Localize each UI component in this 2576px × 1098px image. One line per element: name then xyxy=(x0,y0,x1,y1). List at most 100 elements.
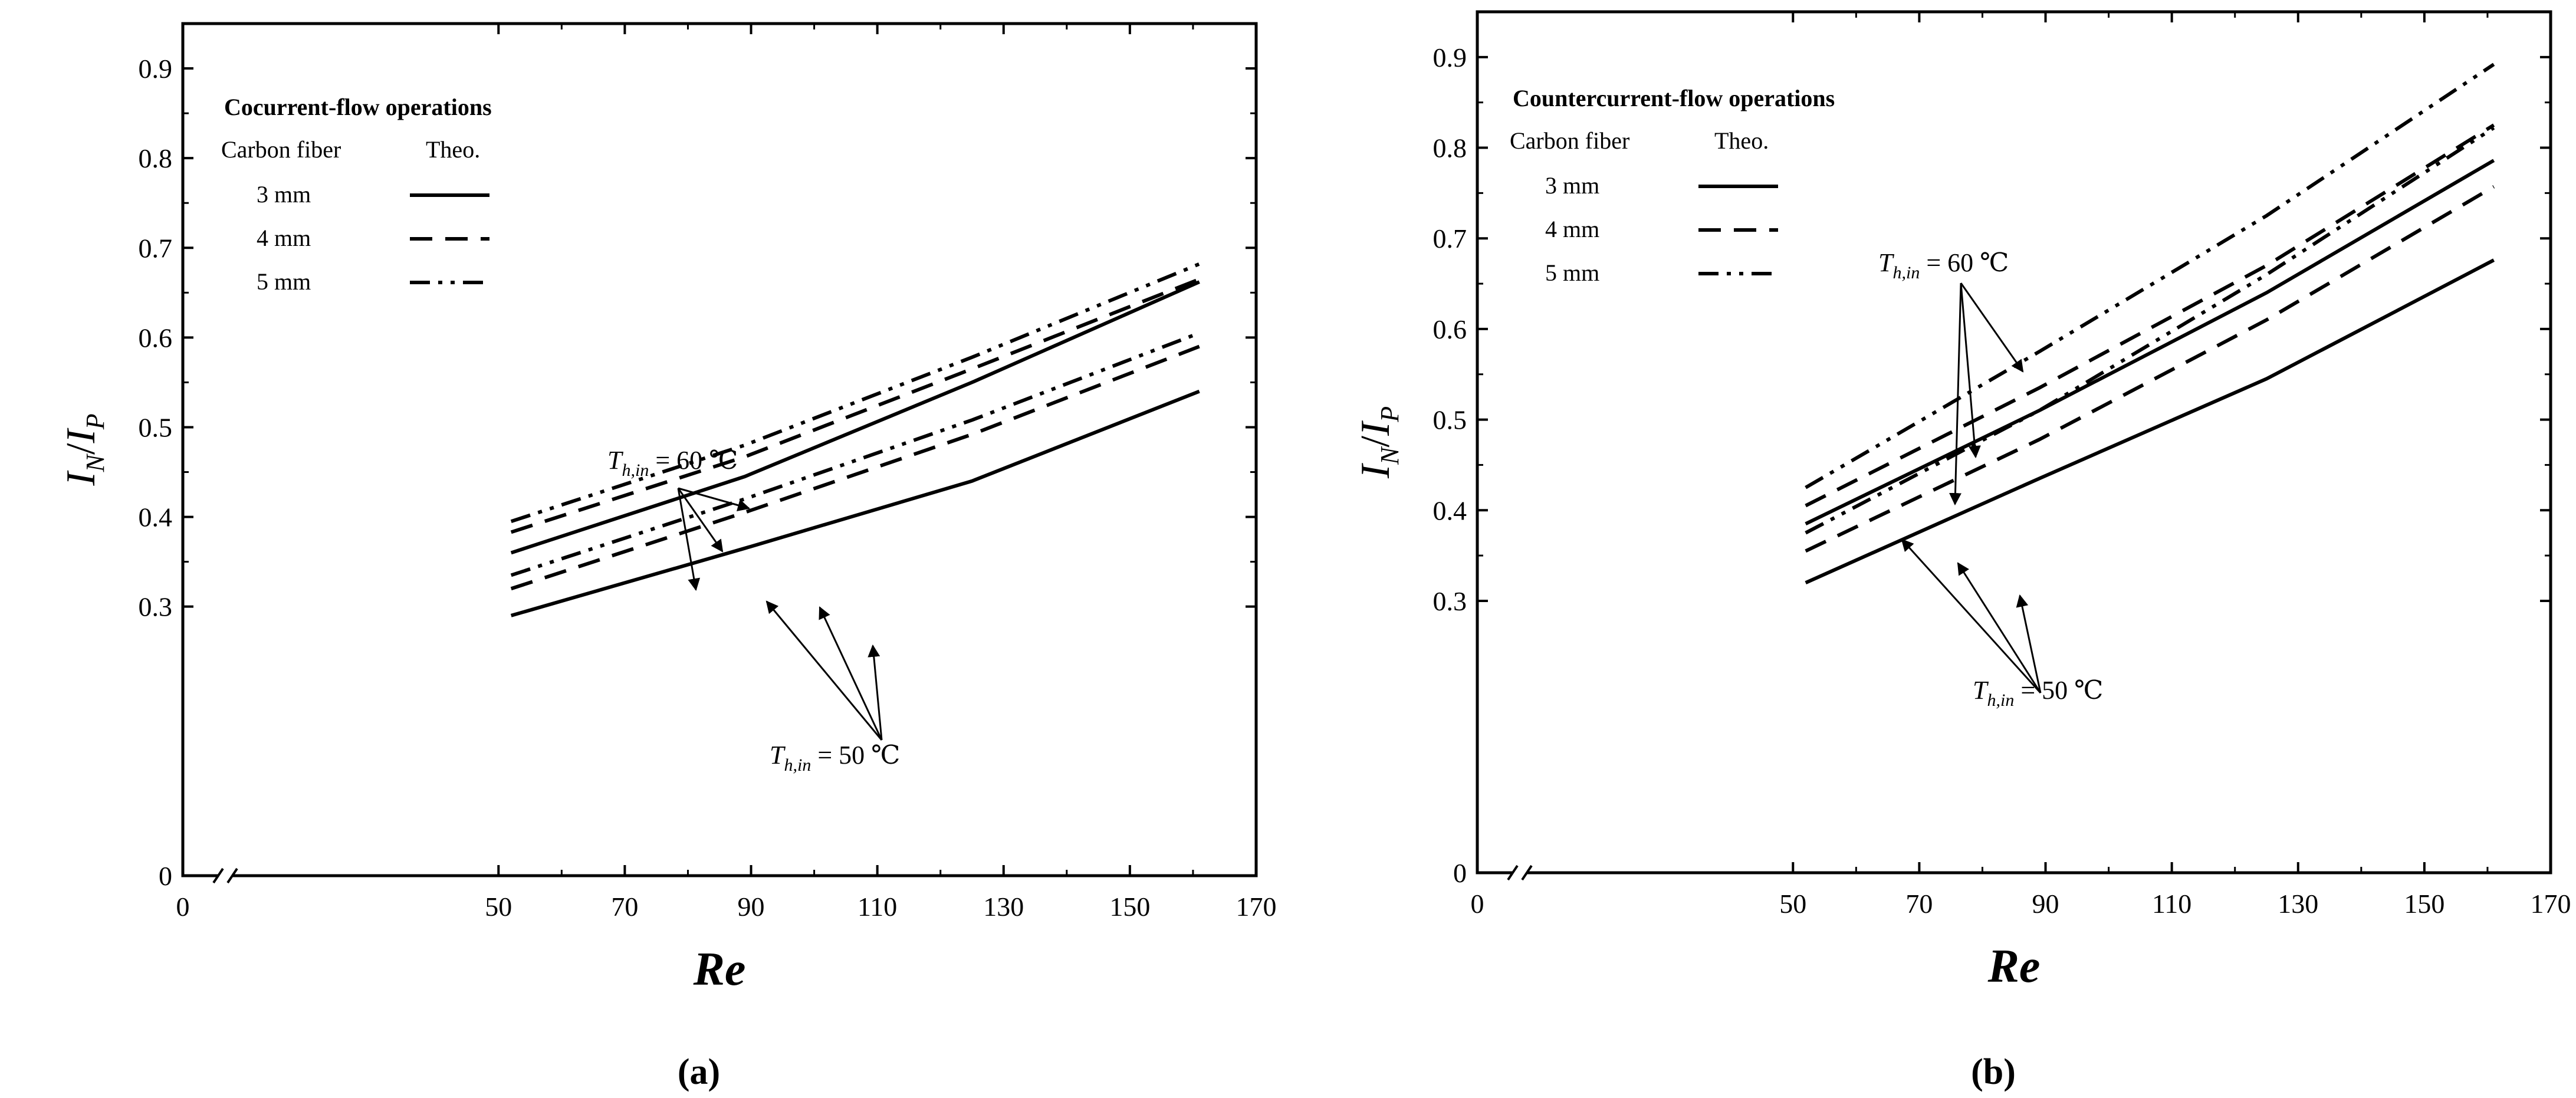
x-tick-label: 50 xyxy=(485,892,512,922)
annotation-50C: Th,in = 50 ℃ xyxy=(770,741,900,775)
x-axis-label: Re xyxy=(693,944,746,995)
annotation-50C-main: T xyxy=(1973,676,1989,705)
chart-panel-b: 0 0.3 0.4 0.5 0.6 0.7 0.8 0.9 0 50 70 90 110 130 150 17… xyxy=(1353,10,2571,1092)
x-tick-label: 170 xyxy=(1236,892,1277,922)
panel-label-text: (b) xyxy=(1971,1052,2016,1092)
y-tick-label: 0.4 xyxy=(139,502,173,532)
y-axis-label: IN/IP xyxy=(1353,406,1404,479)
series-line-4mm-50C xyxy=(1805,185,2495,553)
y-axis-label-sub1: N xyxy=(1375,446,1404,465)
annotation-arrow-60C xyxy=(677,488,724,553)
legend-entry-label: 4 mm xyxy=(257,225,311,251)
y-tick-label: 0.4 xyxy=(1433,495,1467,525)
x-tick-label: 50 xyxy=(1779,889,1806,919)
y-axis-label-main2: I xyxy=(1353,420,1398,436)
axis-break-gap xyxy=(1513,868,1527,877)
legend-entry-label: 3 mm xyxy=(257,181,311,208)
series-line-4mm-50C xyxy=(510,344,1200,591)
y-tick-label: 0 xyxy=(1453,858,1467,888)
y-tick-label: 0.5 xyxy=(1433,405,1467,435)
annotation-60C-rest: = 60 ℃ xyxy=(649,446,738,475)
axis-break-mark xyxy=(1521,864,1533,881)
panel-label: (b) xyxy=(1971,1052,2016,1092)
legend-entry-label: 5 mm xyxy=(257,268,311,295)
y-tick-label: 0.9 xyxy=(1433,42,1467,73)
series-line-4mm-60C xyxy=(1805,123,2495,508)
plot-frame xyxy=(1476,10,2552,875)
annotation-arrow-50C xyxy=(868,644,883,741)
y-axis-label-slash: / xyxy=(1353,435,1398,447)
y-tick-label: 0.3 xyxy=(1433,586,1467,616)
annotation-50C-rest: = 50 ℃ xyxy=(2014,676,2103,705)
y-axis-label-sub1: N xyxy=(81,453,110,472)
y-axis-label: IN/IP xyxy=(58,413,110,486)
series-line-5mm-50C xyxy=(510,331,1200,577)
series-line-5mm-60C xyxy=(1805,63,2495,489)
y-tick-label: 0.7 xyxy=(139,233,173,263)
legend-header-right: Theo. xyxy=(1714,127,1769,154)
x-tick-label: 170 xyxy=(2531,889,2571,919)
y-axis-label-main2: I xyxy=(58,428,104,444)
x-tick-label: 90 xyxy=(738,892,765,922)
series-line-5mm-60C xyxy=(510,262,1200,524)
annotation-50C-rest: = 50 ℃ xyxy=(811,741,900,770)
y-axis-label-slash: / xyxy=(58,443,104,455)
y-tick-label: 0.3 xyxy=(139,592,173,622)
series-line-3mm-50C xyxy=(1805,258,2495,584)
annotation-60C-sub: h,in xyxy=(622,461,649,480)
chart-panel-a: 0 0.3 0.4 0.5 0.6 0.7 0.8 0.9 0 50 70 90 110 130 150 17… xyxy=(58,22,1277,1092)
annotation-50C-sub: h,in xyxy=(784,755,811,775)
legend-header-left: Carbon fiber xyxy=(221,136,341,163)
y-tick-label: 0.9 xyxy=(139,54,173,84)
annotation-arrow-50C xyxy=(1957,562,2042,693)
y-axis-label-main1: I xyxy=(1353,462,1398,479)
annotation-60C: Th,in = 60 ℃ xyxy=(1878,248,2009,282)
x-tick-label: 90 xyxy=(2032,889,2059,919)
y-axis-label-sub2: P xyxy=(1375,406,1404,423)
plot-frame xyxy=(181,22,1258,877)
y-tick-label: 0.5 xyxy=(139,412,173,442)
x-tick-label: 0 xyxy=(1471,889,1484,919)
annotation-arrow-50C xyxy=(819,606,883,741)
annotation-50C-sub: h,in xyxy=(1987,691,2014,710)
y-axis-label-sub2: P xyxy=(81,413,110,430)
panel-label-text: (a) xyxy=(678,1052,720,1092)
x-tick-label: 70 xyxy=(611,892,638,922)
y-tick-label: 0.6 xyxy=(1433,314,1467,344)
axis-break-mark xyxy=(212,867,224,884)
legend-entry-label: 3 mm xyxy=(1545,172,1599,199)
annotation-arrow-60C xyxy=(677,488,701,591)
legend-entry-label: 4 mm xyxy=(1545,216,1599,242)
legend-header-right: Theo. xyxy=(426,136,480,163)
annotation-60C-sub: h,in xyxy=(1892,263,1920,282)
annotation-arrow-50C xyxy=(1901,538,2042,694)
axis-break-mark xyxy=(226,867,238,884)
legend-title: Countercurrent-flow operations xyxy=(1513,85,1835,111)
legend: Countercurrent-flow operations Carbon fib… xyxy=(1510,85,1835,286)
y-tick-label: 0.8 xyxy=(1433,133,1467,163)
x-tick-label: 70 xyxy=(1905,889,1933,919)
x-tick-label: 110 xyxy=(857,892,897,922)
annotation-60C: Th,in = 60 ℃ xyxy=(607,446,738,480)
legend: Cocurrent-flow operations Carbon fiber The… xyxy=(221,94,492,295)
x-tick-label: 110 xyxy=(2152,889,2191,919)
annotation-60C-rest: = 60 ℃ xyxy=(1920,248,2009,277)
annotation-arrow-50C xyxy=(2016,594,2042,693)
annotation-60C-main: T xyxy=(607,446,624,475)
legend-header-left: Carbon fiber xyxy=(1510,127,1629,154)
legend-title: Cocurrent-flow operations xyxy=(224,94,492,120)
x-tick-label: 130 xyxy=(983,892,1024,922)
annotation-arrow-60C xyxy=(1949,282,1962,506)
series-line-4mm-60C xyxy=(510,277,1200,534)
y-tick-label: 0.6 xyxy=(139,323,173,353)
axis-break-gap xyxy=(218,871,232,880)
annotation-arrow-60C xyxy=(1960,282,1981,459)
series-line-3mm-60C xyxy=(510,280,1200,555)
series-line-3mm-60C xyxy=(1805,159,2495,526)
annotation-60C-main: T xyxy=(1878,248,1895,277)
x-tick-label: 0 xyxy=(176,892,190,922)
x-tick-label: 150 xyxy=(2404,889,2444,919)
y-tick-label: 0.7 xyxy=(1433,223,1467,254)
annotation-50C-main: T xyxy=(770,741,786,770)
